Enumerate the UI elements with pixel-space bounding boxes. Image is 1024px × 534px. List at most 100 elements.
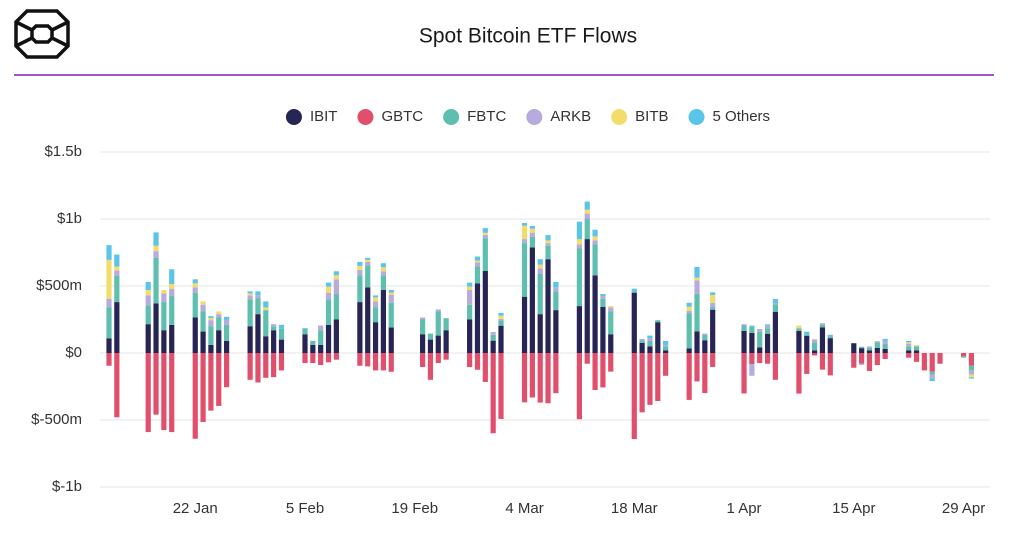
bar-segment: [208, 326, 214, 345]
bar-segment: [710, 292, 716, 295]
bar-segment: [968, 353, 974, 366]
bar-segment: [827, 353, 833, 376]
bar-segment: [710, 303, 716, 308]
y-tick-label: $-500m: [31, 411, 82, 428]
bar-segment: [278, 353, 285, 371]
bar-segment: [443, 318, 449, 331]
bar-segment: [255, 314, 261, 353]
bar-segment: [545, 245, 551, 260]
logo-edge: [51, 36, 69, 48]
bar-segment: [153, 232, 159, 246]
legend-item[interactable]: IBIT: [285, 108, 338, 125]
bar-segment: [372, 295, 379, 298]
bar-segment: [106, 307, 112, 339]
bar-segment: [749, 332, 755, 353]
legend-item[interactable]: 5 Others: [688, 108, 771, 125]
bar-segment: [827, 334, 833, 337]
bar-segment: [576, 353, 582, 420]
bar-segment: [365, 353, 371, 367]
bar-segment: [482, 238, 488, 271]
bar-segment: [482, 234, 488, 239]
bar-segment: [521, 243, 528, 297]
bar-segment: [772, 304, 778, 312]
bar-segment: [161, 293, 167, 303]
legend-item[interactable]: ARKB: [526, 108, 591, 125]
bar-segment: [467, 282, 473, 287]
bar-segment: [302, 334, 308, 353]
bar-segment: [694, 331, 700, 353]
bar-segment: [490, 334, 496, 341]
bar-segment: [474, 262, 481, 267]
bar-segment: [968, 374, 974, 378]
legend-label: ARKB: [550, 108, 591, 125]
x-tick-label: 18 Mar: [611, 500, 658, 517]
legend-label: 5 Others: [713, 108, 771, 125]
bar-segment: [529, 353, 535, 398]
bar-segment: [772, 353, 778, 380]
bar-segment: [686, 306, 692, 311]
bar-segment: [882, 343, 888, 349]
bar-segment: [357, 265, 363, 270]
bar-segment: [114, 275, 120, 303]
bar-segment: [420, 319, 426, 335]
bar-segment: [247, 353, 253, 380]
bar-segment: [365, 287, 371, 353]
bar-segment: [318, 330, 324, 345]
bar-segment: [859, 346, 865, 349]
bar-segment: [482, 228, 488, 233]
bar-segment: [639, 340, 645, 343]
bar-segment: [694, 266, 700, 278]
legend-marker: [285, 109, 302, 125]
bar-segment: [608, 353, 614, 372]
bar-segment: [804, 334, 810, 336]
bar-segment: [906, 353, 912, 358]
bar-segment: [702, 340, 708, 353]
bar-segment: [263, 336, 269, 353]
bar-segment: [929, 374, 935, 379]
bar-segment: [639, 342, 645, 353]
bar-segment: [106, 259, 112, 299]
bar-segment: [796, 328, 802, 331]
logo-edge: [51, 20, 69, 32]
bar-segment: [161, 302, 167, 331]
bar-segment: [145, 324, 151, 353]
bar-segment: [592, 244, 598, 276]
bar-segment: [247, 326, 253, 353]
bar-segment: [921, 353, 927, 371]
bar-segment: [420, 334, 426, 353]
bar-segment: [874, 347, 880, 353]
bar-segment: [200, 304, 206, 312]
legend-item[interactable]: GBTC: [357, 108, 423, 125]
bar-segment: [420, 353, 426, 368]
bar-segment: [372, 307, 379, 323]
bar-segment: [263, 353, 269, 378]
bar-segment: [435, 311, 441, 336]
bar-segment: [192, 283, 198, 288]
logo-edge: [15, 36, 33, 48]
bar-segment: [153, 257, 159, 304]
bar-segment: [467, 304, 473, 320]
bar-segment: [812, 342, 818, 351]
bar-segment: [913, 350, 920, 353]
bar-segment: [757, 331, 763, 348]
bar-segment: [960, 353, 967, 357]
bar-segment: [686, 353, 692, 400]
legend-item[interactable]: BITB: [611, 108, 669, 125]
bar-segment: [263, 310, 269, 337]
bar-segment: [247, 293, 253, 296]
bar-segment: [498, 315, 504, 319]
bar-segment: [490, 332, 496, 335]
legend-item[interactable]: FBTC: [443, 108, 506, 125]
bar-segment: [710, 294, 716, 304]
bars: [106, 201, 974, 440]
bar-segment: [741, 353, 747, 394]
bar-segment: [310, 340, 316, 345]
bar-segment: [325, 353, 332, 363]
bar-segment: [247, 291, 253, 294]
bar-segment: [357, 269, 363, 276]
bar-segment: [529, 247, 535, 353]
bar-segment: [584, 209, 590, 214]
bar-segment: [655, 322, 661, 353]
bar-segment: [647, 338, 653, 341]
bar-segment: [208, 318, 214, 321]
